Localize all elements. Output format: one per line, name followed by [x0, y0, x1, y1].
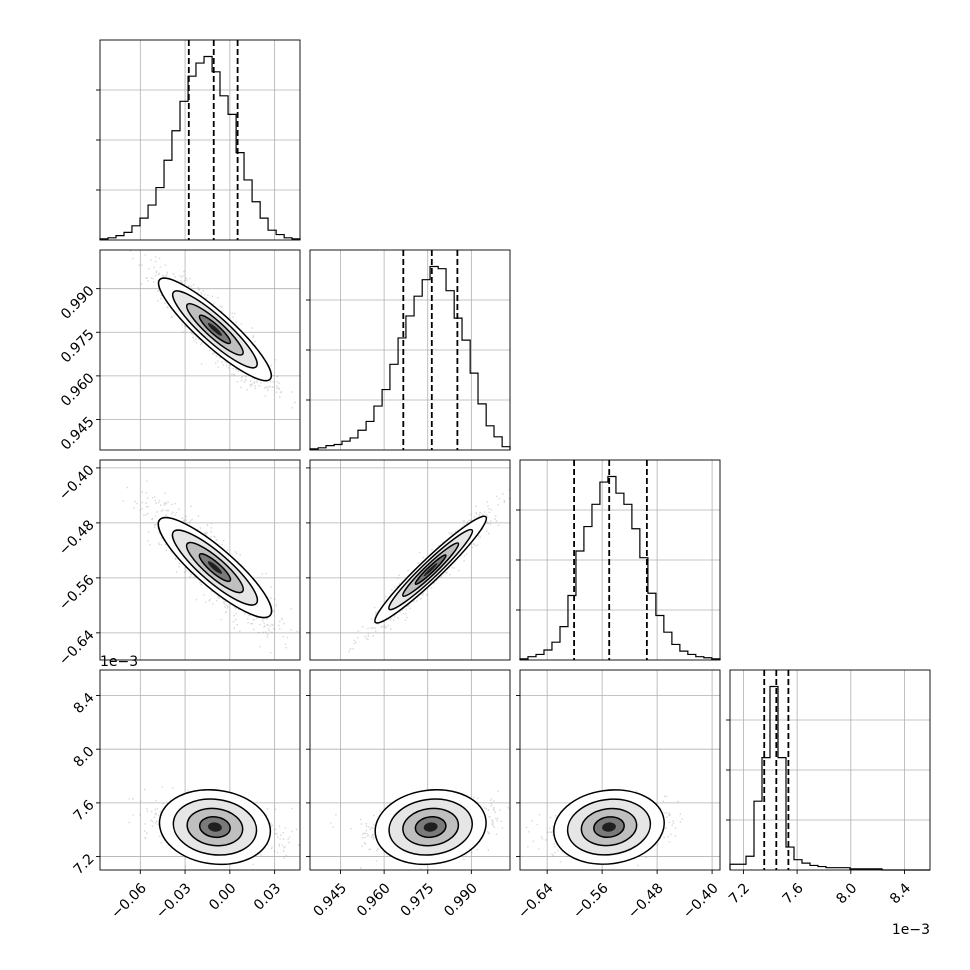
- contour-3: [414, 816, 447, 839]
- hist-panel-1: [306, 249, 511, 451]
- xtick-label-3-2: 8.0: [833, 880, 860, 907]
- scatter-panel-1-0: [96, 249, 301, 451]
- density-fill-4: [207, 822, 222, 832]
- contour-0: [553, 789, 665, 865]
- hist-step-0: [99, 55, 301, 240]
- contour-1: [171, 529, 259, 606]
- xtick-label-0-0: −0.06: [108, 880, 150, 922]
- contour-3: [593, 816, 625, 839]
- y-offset-label: 1e−3: [100, 654, 138, 670]
- xtick-label-3-0: 7.2: [726, 880, 753, 907]
- hist-panel-2: [516, 459, 721, 661]
- xtick-label-3-1: 7.6: [780, 880, 807, 907]
- density-fill-4: [423, 562, 438, 577]
- hist-step-3: [729, 685, 930, 871]
- xtick-label-3-3: 8.4: [887, 880, 914, 907]
- ytick-label-2-3: −0.40: [56, 462, 98, 504]
- contour-1: [388, 528, 474, 611]
- xtick-label-0-3: 0.03: [251, 880, 284, 913]
- contour-2: [402, 807, 460, 847]
- hist-panel-0: [96, 39, 301, 241]
- xtick-label-2-2: −0.48: [625, 880, 667, 922]
- scatter-panel-3-2: [516, 669, 721, 874]
- contour-1: [171, 290, 258, 369]
- scatter-panel-2-1: [306, 459, 511, 661]
- xtick-label-1-3: 0.990: [441, 880, 481, 920]
- contour-0: [374, 789, 487, 866]
- contour-3: [198, 816, 231, 839]
- contour-0: [157, 516, 273, 619]
- scatter-panel-2-0: [96, 459, 301, 661]
- ytick-label-1-3: 0.990: [58, 283, 98, 323]
- scatter-panel-3-0: [96, 669, 301, 874]
- xtick-label-0-1: −0.03: [153, 880, 195, 922]
- hist-panel-3: [726, 669, 931, 874]
- hist-step-1: [309, 265, 511, 450]
- contour-2: [185, 302, 244, 356]
- contour-2: [186, 807, 244, 847]
- scatter-panel-3-1: [306, 669, 511, 874]
- contour-2: [402, 542, 460, 598]
- ytick-label-3-1: 7.6: [71, 797, 98, 824]
- contour-0: [157, 277, 273, 382]
- density-fill-4: [207, 561, 223, 574]
- xtick-label-0-2: 0.00: [206, 880, 239, 913]
- ytick-label-3-3: 8.4: [71, 690, 98, 717]
- ytick-label-2-1: −0.56: [56, 572, 98, 614]
- xtick-label-2-3: −0.40: [680, 880, 722, 922]
- hist-step-2: [519, 475, 721, 660]
- contour-1: [172, 798, 258, 856]
- contour-1: [388, 798, 473, 856]
- contour-0: [158, 789, 272, 866]
- xtick-label-1-1: 0.960: [354, 880, 394, 920]
- density-fill-4: [423, 822, 438, 832]
- contour-0: [374, 515, 488, 624]
- ytick-label-1-1: 0.960: [58, 370, 98, 410]
- contour-3: [414, 554, 447, 586]
- ytick-label-3-0: 7.2: [71, 851, 98, 878]
- contour-1: [566, 798, 652, 856]
- ytick-label-3-2: 8.0: [71, 744, 98, 771]
- contour-2: [580, 807, 638, 847]
- contour-3: [198, 553, 232, 583]
- xtick-label-2-1: −0.56: [570, 880, 612, 922]
- xtick-label-1-0: 0.945: [310, 880, 350, 920]
- contour-3: [198, 314, 232, 345]
- ytick-label-1-0: 0.945: [58, 414, 98, 454]
- ytick-label-2-0: −0.64: [56, 627, 98, 669]
- ytick-label-2-2: −0.48: [56, 517, 98, 559]
- xtick-label-1-2: 0.975: [398, 880, 438, 920]
- x-offset-label: 1e−3: [892, 922, 930, 938]
- density-fill-4: [602, 822, 616, 832]
- xtick-label-2-0: −0.64: [515, 880, 557, 922]
- density-fill-4: [207, 322, 222, 336]
- ytick-label-1-2: 0.975: [58, 327, 98, 367]
- contour-2: [185, 541, 244, 594]
